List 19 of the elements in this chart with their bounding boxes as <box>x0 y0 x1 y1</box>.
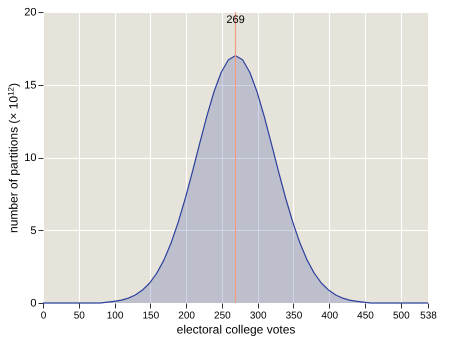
y-tick-label: 15 <box>24 79 36 92</box>
x-tick-label: 538 <box>420 310 438 322</box>
x-tick-label: 400 <box>321 310 339 322</box>
x-tick-label: 250 <box>214 310 232 322</box>
x-tick-label: 300 <box>250 310 267 322</box>
y-tick-label: 5 <box>30 224 36 237</box>
x-tick-label: 150 <box>142 310 160 322</box>
x-tick-label: 200 <box>178 310 196 322</box>
x-tick-label: 500 <box>392 310 410 322</box>
y-tick-label: 20 <box>24 6 36 18</box>
y-tick-label: 0 <box>30 298 36 310</box>
x-tick-label: 350 <box>286 310 303 322</box>
y-tick-label: 10 <box>24 152 36 164</box>
ref-line-label: 269 <box>226 14 245 26</box>
x-tick-label: 450 <box>357 310 374 322</box>
x-tick-label: 100 <box>106 310 124 322</box>
x-tick-label: 50 <box>74 310 86 322</box>
x-axis-title: electoral college votes <box>176 322 296 336</box>
x-tick-label: 0 <box>40 310 47 322</box>
